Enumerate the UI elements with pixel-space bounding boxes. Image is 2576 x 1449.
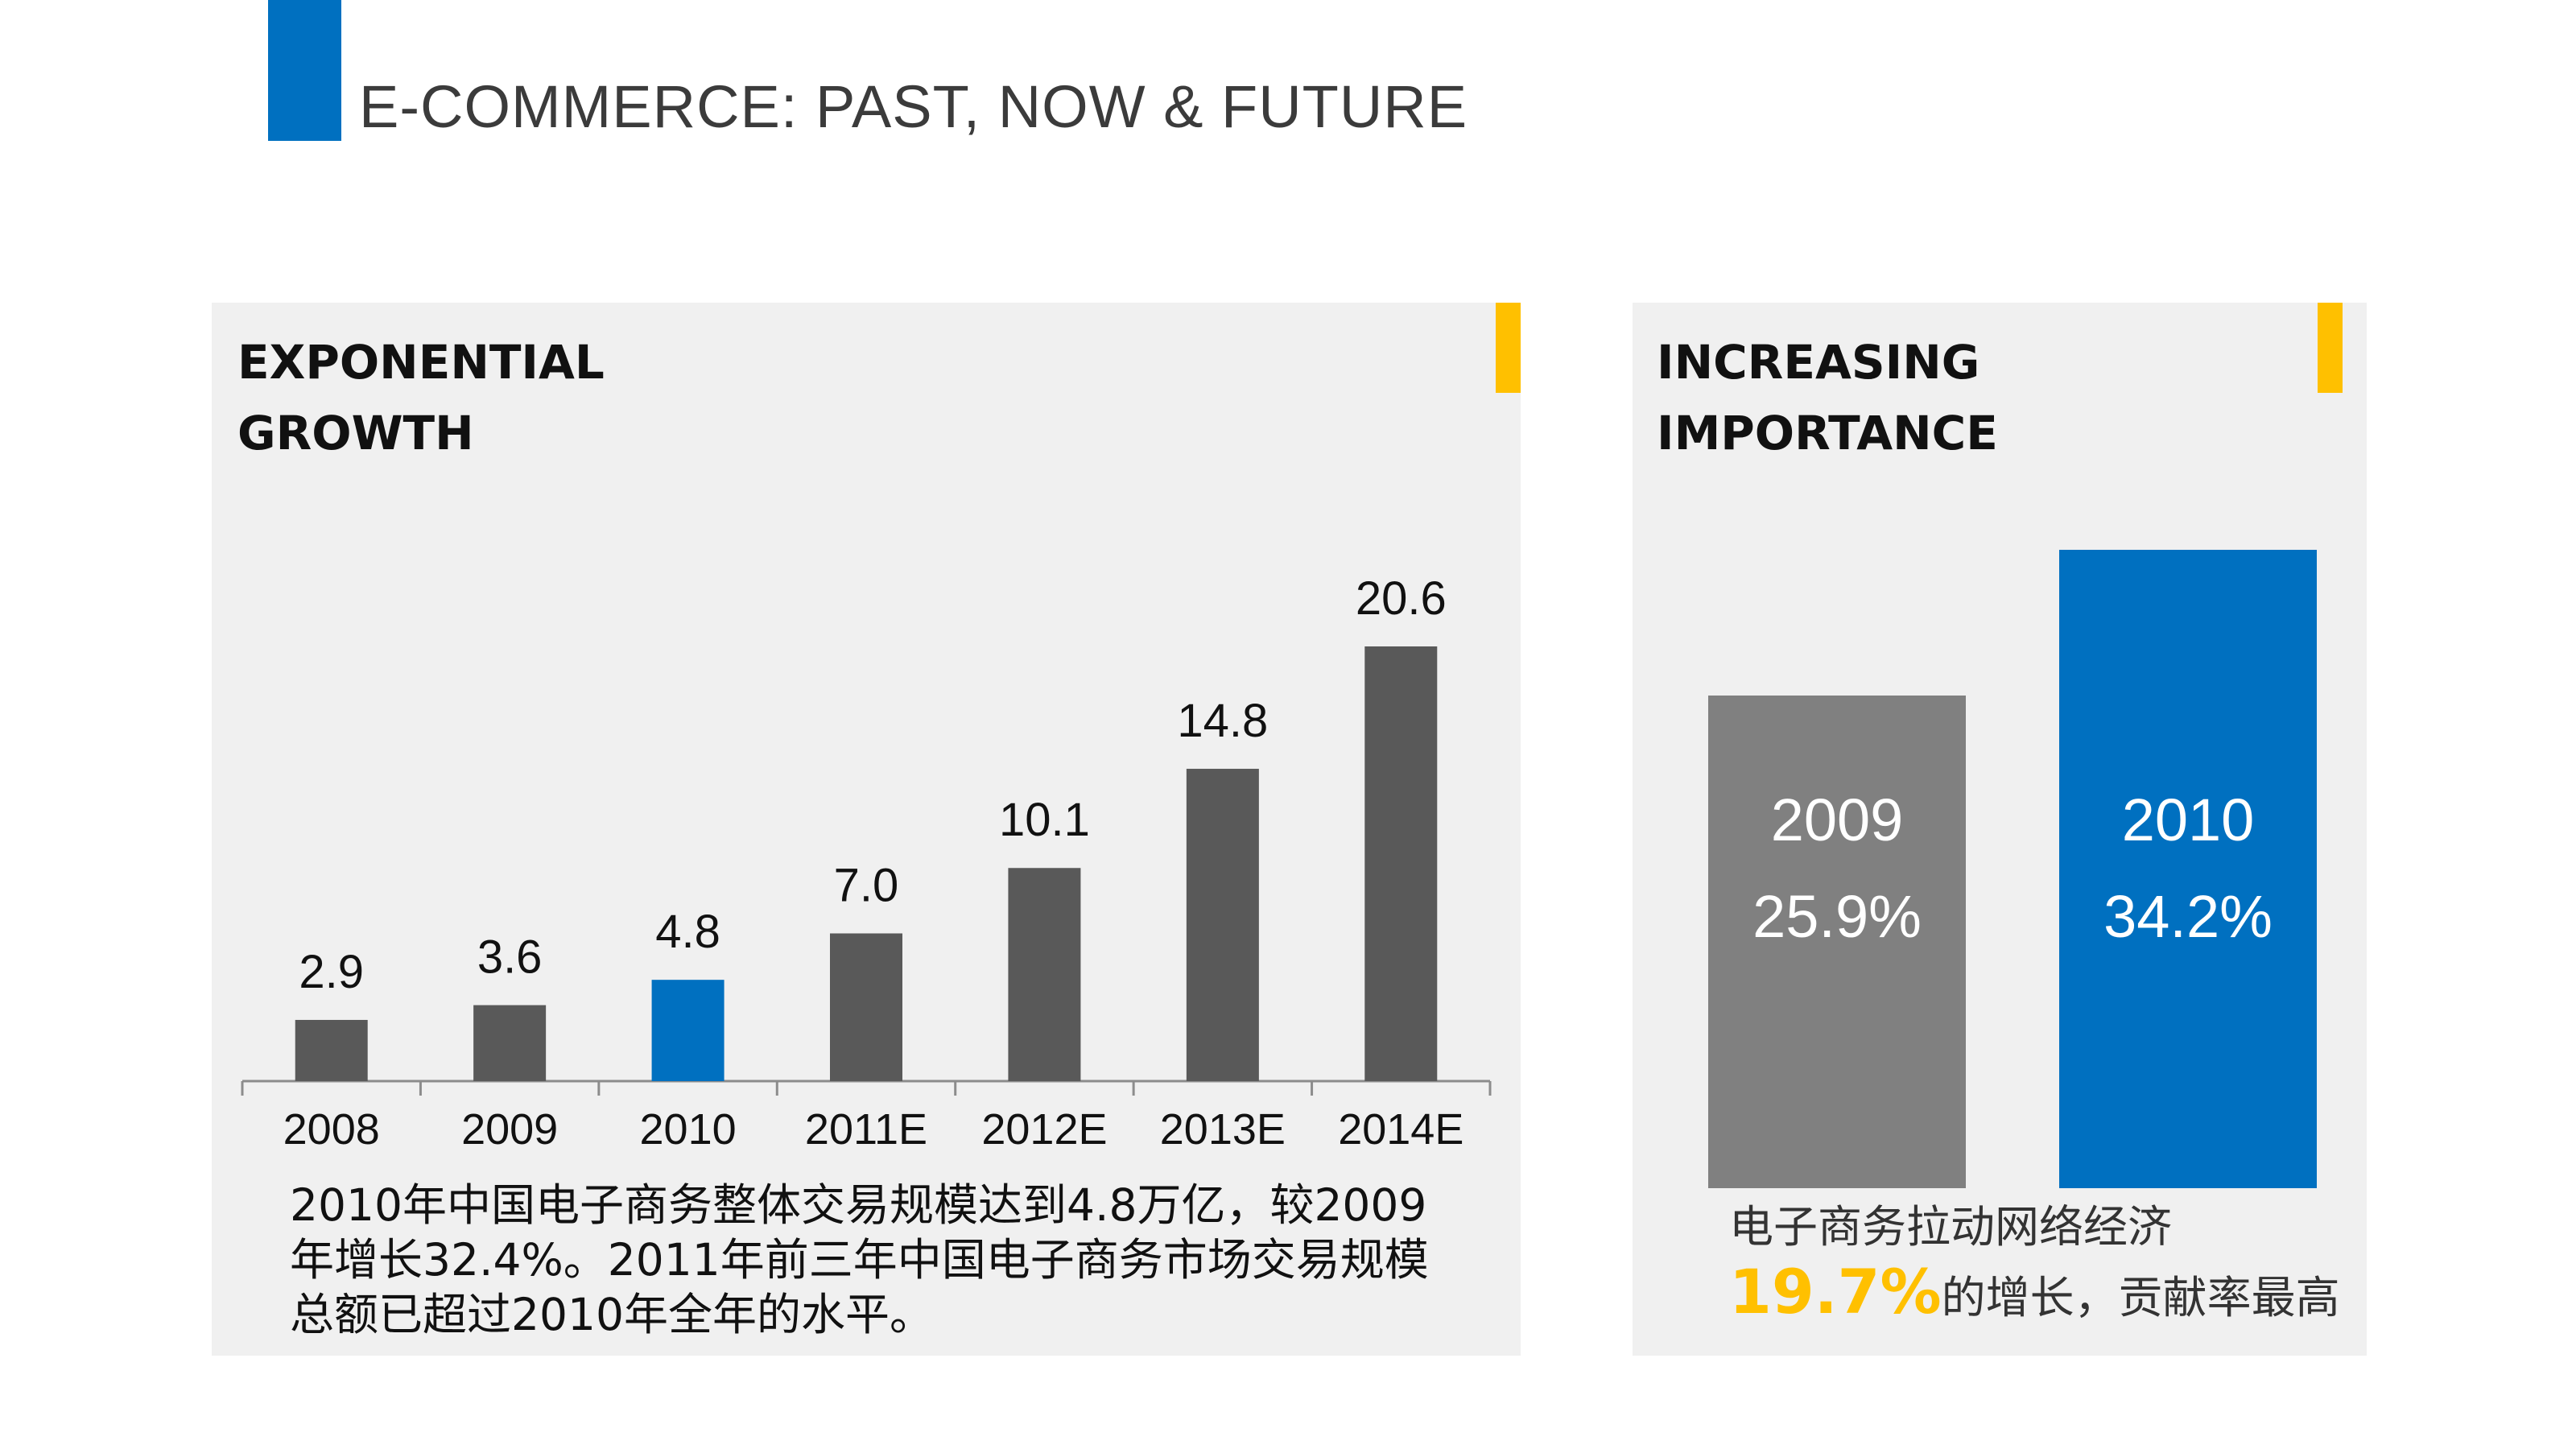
data-label-2014E: 20.6 xyxy=(1356,572,1447,625)
growth-note: 2010年中国电子商务整体交易规模达到4.8万亿，较2009 年增长32.4%。… xyxy=(290,1178,1465,1342)
importance-note-line2: 19.7%的增长，贡献率最高 xyxy=(1729,1259,2340,1331)
importance-note-highlight: 19.7% xyxy=(1729,1256,1942,1327)
x-tick-label-2012E: 2012E xyxy=(981,1105,1107,1154)
page-title: E-COMMERCE: PAST, NOW & FUTURE xyxy=(359,73,1468,140)
x-tick-label-2014E: 2014E xyxy=(1338,1105,1463,1154)
importance-note: 电子商务拉动网络经济 19.7%的增长，贡献率最高 xyxy=(1729,1195,2340,1331)
data-label-2011E: 7.0 xyxy=(834,860,899,912)
importance-bar-2010-pct: 34.2% xyxy=(2103,883,2273,950)
importance-panel-tab xyxy=(2318,303,2343,393)
data-label-2012E: 10.1 xyxy=(999,794,1090,846)
growth-panel-heading: EXPONENTIAL GROWTH xyxy=(237,327,605,469)
importance-bar-2009-pct: 25.9% xyxy=(1752,883,1922,950)
importance-bar-2010-year: 2010 xyxy=(2121,786,2255,853)
growth-heading-line2: GROWTH xyxy=(237,406,474,460)
growth-bar-chart: 2.9 2008 3.6 2009 4.8 2010 7.0 2011E 10.1 2012E 14… xyxy=(241,572,1492,1154)
growth-note-line3: 总额已超过2010年全年的水平。 xyxy=(290,1289,934,1340)
importance-heading-line2: IMPORTANCE xyxy=(1657,406,1998,460)
importance-bar-2010: 2010 34.2% xyxy=(2059,550,2317,1188)
growth-panel: EXPONENTIAL GROWTH 2.9 2008 3.6 2009 4.8 2010… xyxy=(212,303,1521,1356)
bar-2012E xyxy=(1008,868,1081,1081)
x-tick-label-2008: 2008 xyxy=(283,1105,380,1154)
bar-2009 xyxy=(473,1005,547,1081)
data-label-2013E: 14.8 xyxy=(1177,695,1268,747)
bar-2011E xyxy=(830,933,902,1081)
importance-bar-2009: 2009 25.9% xyxy=(1708,696,1966,1188)
x-tick-label-2013E: 2013E xyxy=(1160,1105,1286,1154)
importance-note-line1: 电子商务拉动网络经济 xyxy=(1729,1201,2173,1253)
bar-2014E xyxy=(1364,646,1438,1081)
importance-note-rest: 的增长，贡献率最高 xyxy=(1941,1272,2340,1323)
growth-panel-tab xyxy=(1496,303,1521,393)
x-tick-label-2010: 2010 xyxy=(640,1105,737,1154)
importance-bar-2009-year: 2009 xyxy=(1770,786,1904,853)
growth-note-line1: 2010年中国电子商务整体交易规模达到4.8万亿，较2009 xyxy=(290,1179,1427,1231)
bar-2010 xyxy=(651,980,724,1081)
growth-note-line2: 年增长32.4%。2011年前三年中国电子商务市场交易规模 xyxy=(290,1234,1429,1286)
growth-heading-line1: EXPONENTIAL xyxy=(237,335,605,390)
bar-2013E xyxy=(1186,769,1259,1081)
data-label-2009: 3.6 xyxy=(477,931,543,984)
x-tick-label-2011E: 2011E xyxy=(805,1105,927,1154)
importance-panel: INCREASING IMPORTANCE 2009 25.9% 2010 34… xyxy=(1633,303,2367,1356)
x-tick-label-2009: 2009 xyxy=(461,1105,558,1154)
data-label-2008: 2.9 xyxy=(299,946,364,998)
bar-2008 xyxy=(295,1019,368,1081)
importance-heading-line1: INCREASING xyxy=(1657,335,1980,390)
importance-panel-heading: INCREASING IMPORTANCE xyxy=(1657,327,1998,469)
data-label-2010: 4.8 xyxy=(655,906,720,958)
title-accent-bar xyxy=(268,0,341,141)
